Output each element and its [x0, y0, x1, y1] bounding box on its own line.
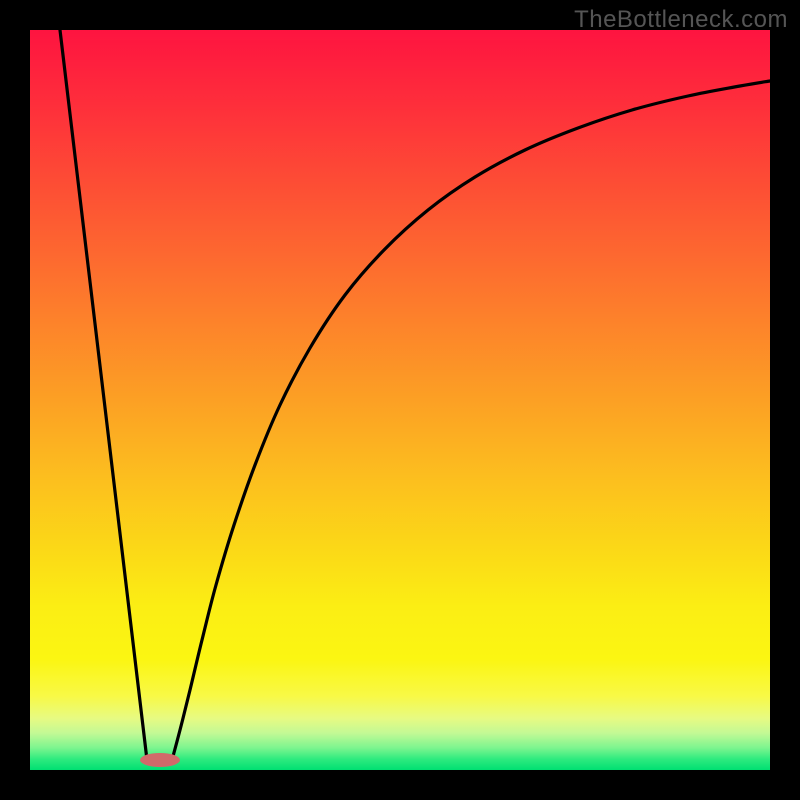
chart-container: TheBottleneck.com: [0, 0, 800, 800]
watermark-text: TheBottleneck.com: [574, 6, 788, 34]
chart-gradient-bg: [30, 30, 770, 770]
min-marker: [140, 753, 180, 767]
chart-svg: [0, 0, 800, 800]
